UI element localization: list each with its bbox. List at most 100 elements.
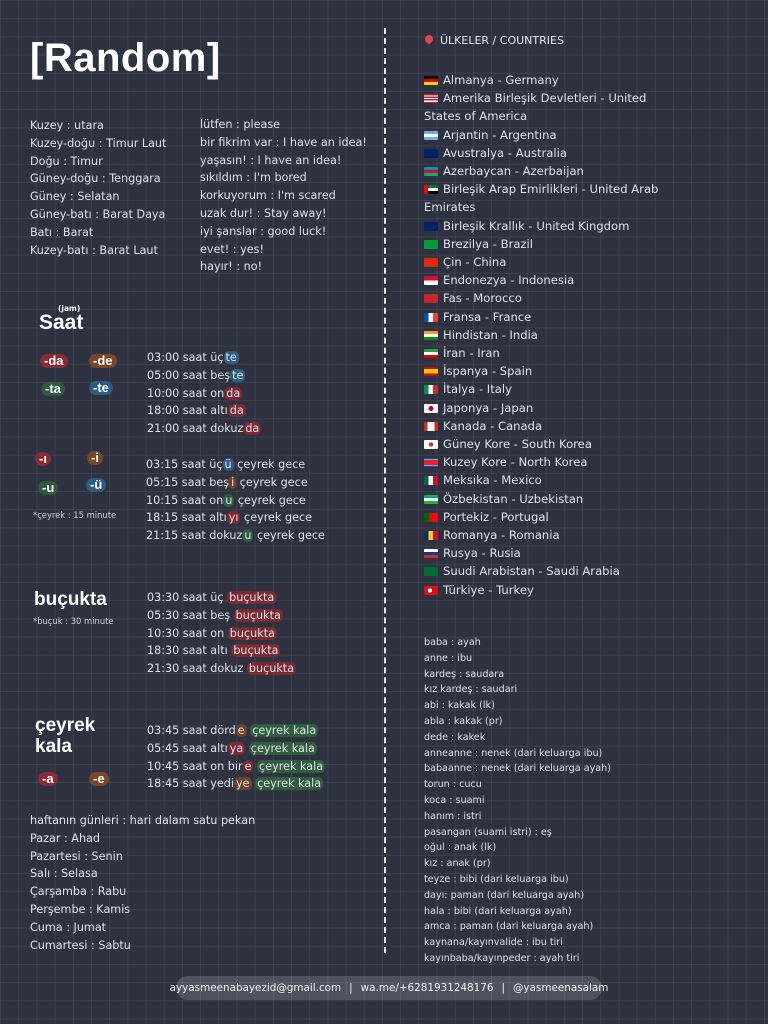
flag-au-icon xyxy=(424,148,438,158)
column-divider xyxy=(384,28,386,953)
phrase-item: uzak dur! : Stay away! xyxy=(200,206,327,220)
time-text: 21:00 saat dokuz xyxy=(147,422,244,436)
flag-uz-icon xyxy=(424,494,438,504)
family-item: kaynana/kayınvalide : ibu tiri xyxy=(424,937,563,949)
country-text: Birleşik Krallık - United Kingdom xyxy=(443,218,630,233)
footer-whatsapp[interactable]: wa.me/+6281931248176 xyxy=(360,982,494,994)
direction-item: Güney-doğu : Tenggara xyxy=(30,172,161,186)
country-text: Azerbaycan - Azerbaijan xyxy=(443,164,584,179)
country-text: Romanya - Romania xyxy=(443,528,560,543)
direction-item: Kuzey-doğu : Timur Laut xyxy=(30,136,167,150)
bucukta-row: 10:30 saat on buçukta xyxy=(147,625,296,643)
family-item: anneanne : nenek (dari keluarga ibu) xyxy=(424,747,603,759)
country-text: Hindistan - India xyxy=(443,327,538,342)
country-text: İspanya - Spain xyxy=(443,364,533,379)
time-text: 21:15 saat dokuz xyxy=(146,529,243,543)
suffix-highlight: ya xyxy=(227,741,246,755)
ceyrek-gece-row: 21:15 saat dokuz u çeyrek gece xyxy=(146,527,325,545)
footer-separator: | xyxy=(501,982,506,994)
suffix-highlight: u xyxy=(242,529,254,543)
time-text: 18:45 saat yedi xyxy=(147,777,234,791)
bucukta-heading: buçukta xyxy=(34,589,107,610)
time-rest: çeyrek gece xyxy=(233,458,306,471)
direction-item: Batı : Barat xyxy=(30,225,94,239)
day-item: Salı : Selasa xyxy=(30,867,98,881)
family-item: kardeş : saudara xyxy=(424,668,505,680)
suffix-e-badge: -e xyxy=(89,772,109,786)
country-text: Türkiye - Turkey xyxy=(443,582,534,597)
flag-ar-icon xyxy=(424,130,438,140)
family-item: babaanne : nenek (dari keluarga ayah) xyxy=(424,763,611,775)
country-item: Meksika - Mexico xyxy=(424,471,658,489)
country-item: Arjantin - Argentina xyxy=(424,126,658,144)
direction-item: Kuzey-batı : Barat Laut xyxy=(30,243,158,257)
phrase-item: iyi şanslar : good luck! xyxy=(200,224,327,238)
saat-heading: Saat xyxy=(39,311,84,334)
ceyrek-kala-row: 03:45 saat dörd e çeyrek kala xyxy=(147,722,325,740)
phrases-list: lütfen : please bir fikrim var : I have a… xyxy=(200,116,367,276)
ceyrek-gece-row: 03:15 saat üç ü çeyrek gece xyxy=(146,456,325,474)
country-item: Endonezya - Indonesia xyxy=(424,271,658,289)
ceyrek-kala-heading-line2: kala xyxy=(35,736,72,757)
day-item: Çarşamba : Rabu xyxy=(30,885,127,899)
country-text: Almanya - Germany xyxy=(443,73,559,87)
family-item: baba : ayah xyxy=(424,637,481,648)
flag-ru-icon xyxy=(424,549,438,559)
bucukta-row: 05:30 saat beş buçukta xyxy=(147,607,296,625)
flag-id-icon xyxy=(424,276,438,286)
flag-ir-icon xyxy=(424,349,438,359)
countries-header: ÜLKELER / COUNTRIES xyxy=(423,33,564,47)
country-text: Birleşik Arap Emirlikleri - United Arab xyxy=(443,182,659,197)
footer-instagram[interactable]: @yasmeenasalam xyxy=(513,982,609,994)
time-text: 18:30 saat altı xyxy=(147,644,228,658)
country-item: Brezilya - Brazil xyxy=(424,235,658,253)
saat-example-row: 05:00 saat beş te xyxy=(147,367,261,385)
phrase-item: hayır! : no! xyxy=(200,260,263,274)
ceyrek-note: *çeyrek : 15 minute xyxy=(33,510,117,520)
bucukta-examples: 03:30 saat üç buçukta 05:30 saat beş buçu… xyxy=(147,589,297,678)
ceyrek-kala-heading-line1: çeyrek xyxy=(35,715,96,736)
time-text: 05:15 saat beş xyxy=(146,475,230,489)
countries-header-label: ÜLKELER / COUNTRIES xyxy=(440,34,564,47)
countries-list: Almanya - Germany Amerika Birleşik Devlet… xyxy=(424,71,658,599)
suffix-da-badge: -da xyxy=(40,354,68,368)
flag-ro-icon xyxy=(424,531,438,541)
ceyrek-kala-heading: çeyrek kala xyxy=(35,715,95,757)
suffix-a-badge: -a xyxy=(38,772,58,786)
flag-br-icon xyxy=(424,239,438,249)
country-item: İspanya - Spain xyxy=(424,362,658,380)
suffix-highlight: te xyxy=(223,351,239,364)
ceyrek-kala-row: 10:45 saat on bir e çeyrek kala xyxy=(147,758,326,776)
phrase-item: korkuyorum : I'm scared xyxy=(200,189,336,203)
bucuk-note: *buçuk : 30 minute xyxy=(33,616,114,626)
country-item: Fransa - France xyxy=(424,308,658,326)
flag-in-icon xyxy=(424,330,438,340)
country-text: Kanada - Canada xyxy=(443,418,543,433)
suffix-te-badge: -te xyxy=(89,381,113,395)
country-item: Almanya - Germany xyxy=(424,71,658,89)
time-text: 10:00 saat on xyxy=(147,386,225,400)
family-item: amca : paman (dari keluarga ayah) xyxy=(424,921,594,933)
direction-item: Kuzey : utara xyxy=(30,119,104,132)
bucukta-row: 03:30 saat üç buçukta xyxy=(147,589,296,607)
bucukta-highlight: buçukta xyxy=(227,626,277,640)
flag-pt-icon xyxy=(424,512,438,522)
phrase-item: evet! : yes! xyxy=(200,242,264,256)
country-item: Fas - Morocco xyxy=(424,289,658,307)
family-list: baba : ayah anne : ibu kardeş : saudara kız… xyxy=(424,635,611,967)
flag-gb-icon xyxy=(424,221,438,231)
flag-fr-icon xyxy=(424,312,438,322)
country-text: İtalya - Italy xyxy=(443,382,512,397)
bucukta-highlight: buçukta xyxy=(233,608,283,622)
family-item: anne : ibu xyxy=(424,652,473,664)
footer-email[interactable]: ayyasmeenabayezid@gmail.com xyxy=(169,982,342,994)
ceyrek-gece-row: 18:15 saat altı yı çeyrek gece xyxy=(146,509,325,527)
day-item: Cumartesi : Sabtu xyxy=(30,938,131,952)
bucukta-row: 18:30 saat altı buçukta xyxy=(147,642,296,660)
flag-ae-icon xyxy=(424,185,438,195)
ceyrek-kala-row: 05:45 saat altı ya çeyrek kala xyxy=(147,740,325,758)
saat-sublabel: (jam) xyxy=(58,304,81,313)
country-text: İran - Iran xyxy=(443,346,500,361)
time-text: 03:30 saat üç xyxy=(147,591,224,604)
country-text: Güney Kore - South Korea xyxy=(443,437,592,452)
